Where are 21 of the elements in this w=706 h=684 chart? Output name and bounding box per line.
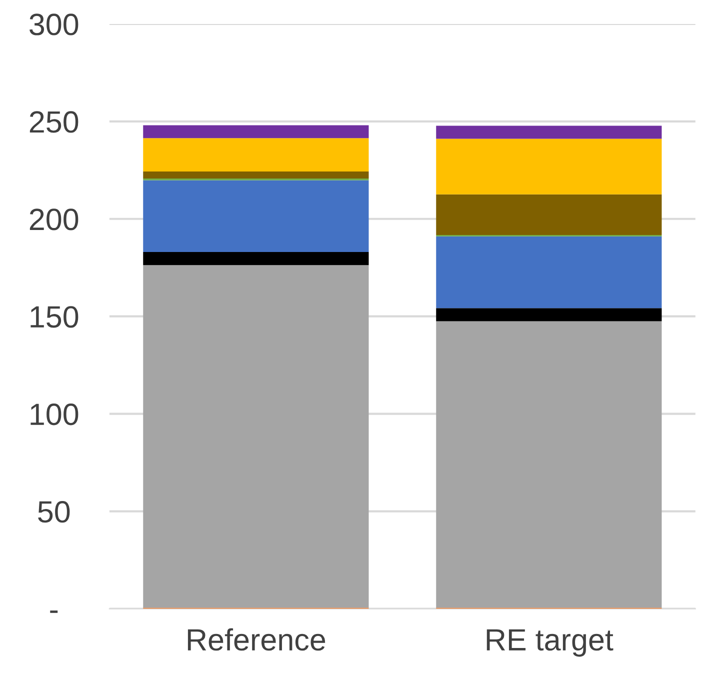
bar xyxy=(143,125,369,138)
bar xyxy=(436,194,662,236)
y-tick-label: 300 xyxy=(30,14,78,36)
bar xyxy=(143,180,369,252)
bar xyxy=(143,265,369,608)
bar xyxy=(436,321,662,608)
y-tick-label: 150 xyxy=(30,306,78,328)
bar xyxy=(436,308,662,322)
bar xyxy=(436,126,662,139)
bar xyxy=(143,252,369,266)
x-tick-label: Reference xyxy=(188,628,326,651)
bar xyxy=(143,172,369,179)
y-tick-label: 50 xyxy=(38,501,70,523)
y-tick-label: - xyxy=(50,610,58,613)
bar xyxy=(143,138,369,172)
bar xyxy=(436,236,662,308)
bar xyxy=(436,138,662,194)
y-tick-label: 250 xyxy=(30,111,78,133)
y-tick-label: 200 xyxy=(30,208,78,230)
y-tick-label: 100 xyxy=(30,404,78,426)
x-tick-label: RE target xyxy=(486,629,614,657)
